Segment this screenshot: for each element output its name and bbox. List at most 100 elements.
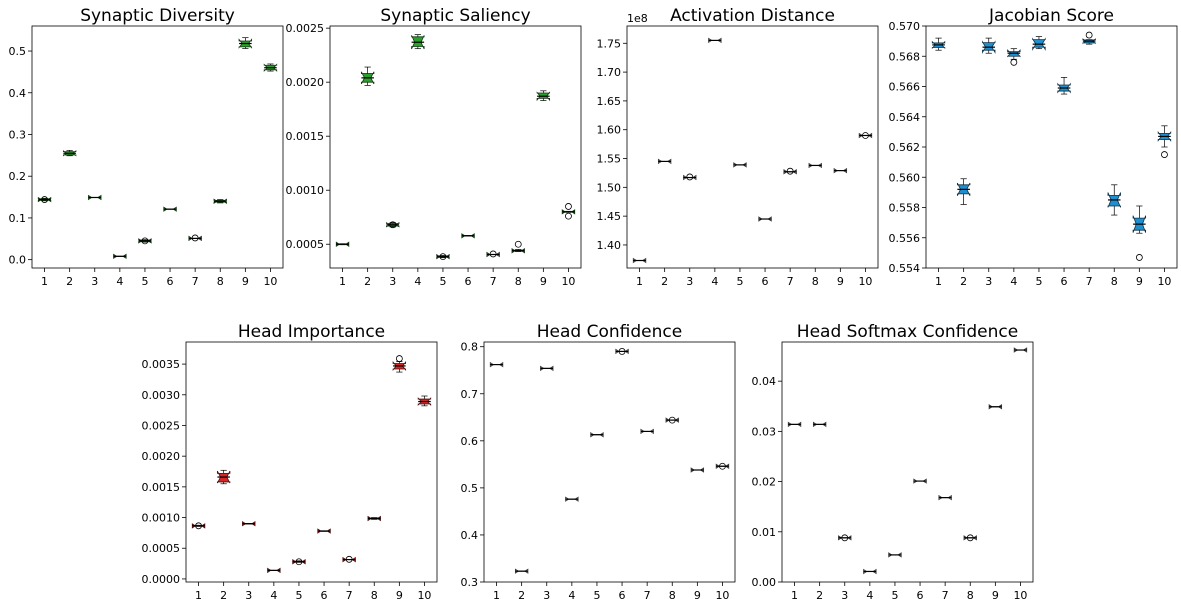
outlier-point bbox=[395, 355, 403, 362]
y-tick-label: 0.8 bbox=[461, 341, 479, 354]
axes-frame bbox=[626, 25, 879, 269]
x-tick-label: 2 bbox=[66, 275, 73, 288]
box-7 bbox=[640, 428, 654, 435]
outlier-point bbox=[719, 462, 726, 470]
chart-panel-2: Synaptic Saliency 0.0005 0.0010 0.0015 0.002… bbox=[286, 6, 582, 288]
x-tick-label: 2 bbox=[364, 275, 371, 288]
box-7 bbox=[342, 555, 356, 563]
y-tick-label: 0.5 bbox=[461, 482, 479, 495]
y-tick-label: 0.4 bbox=[461, 529, 479, 542]
x-tick-label: 9 bbox=[837, 275, 844, 288]
y-tick-label: 0.03 bbox=[752, 425, 777, 438]
box-8 bbox=[367, 515, 381, 522]
y-tick-label: 0.5 bbox=[9, 45, 27, 58]
x-tick-label: 7 bbox=[787, 275, 794, 288]
box-1 bbox=[37, 196, 52, 203]
x-tick-label: 7 bbox=[1086, 275, 1093, 288]
outlier-point bbox=[618, 348, 626, 355]
outlier-point bbox=[195, 522, 202, 530]
box-5 bbox=[733, 162, 747, 168]
box-6 bbox=[163, 206, 177, 212]
x-tick-label: 4 bbox=[711, 275, 718, 288]
x-tick-label: 4 bbox=[414, 275, 421, 288]
box-3 bbox=[540, 365, 554, 372]
x-tick-label: 8 bbox=[217, 275, 224, 288]
y-tick-label: 0.00 bbox=[752, 576, 777, 589]
x-tick-label: 4 bbox=[270, 589, 277, 599]
y-tick-label: 0.556 bbox=[889, 232, 921, 245]
x-tick-label: 4 bbox=[1010, 275, 1017, 288]
box-2 bbox=[956, 178, 971, 205]
y-tick-label: 0.0020 bbox=[286, 76, 325, 89]
x-tick-label: 5 bbox=[891, 589, 898, 599]
chart-title: Activation Distance bbox=[670, 6, 835, 26]
chart-title: Jacobian Score bbox=[988, 6, 1114, 26]
x-tick-label: 10 bbox=[858, 275, 872, 288]
chart-panel-3: Activation Distance 1e8 1.40 1.45 1.50 1.55 1.… bbox=[597, 6, 879, 288]
box-3 bbox=[242, 520, 256, 527]
box-5 bbox=[292, 558, 306, 566]
y-tick-label: 0.0025 bbox=[286, 22, 325, 35]
box-9 bbox=[238, 37, 253, 49]
x-tick-label: 4 bbox=[568, 589, 575, 599]
x-tick-label: 3 bbox=[841, 589, 848, 599]
x-tick-label: 8 bbox=[669, 589, 676, 599]
y-tick-label: 0.0000 bbox=[142, 573, 181, 586]
y-tick-label: 0.0030 bbox=[142, 389, 181, 402]
box-4 bbox=[411, 34, 425, 50]
box-8 bbox=[963, 534, 977, 542]
outlier-point bbox=[668, 416, 676, 424]
y-tick-label: 0.0 bbox=[9, 254, 27, 267]
x-tick-label: 6 bbox=[321, 589, 328, 599]
box-4 bbox=[1007, 48, 1021, 66]
y-tick-label: 0.02 bbox=[752, 476, 777, 489]
box-9 bbox=[536, 90, 551, 102]
x-tick-label: 5 bbox=[439, 275, 446, 288]
y-tick-label: 0.566 bbox=[889, 81, 921, 94]
box-10 bbox=[1013, 347, 1028, 353]
box-6 bbox=[913, 478, 927, 484]
box-5 bbox=[436, 253, 450, 261]
x-tick-label: 1 bbox=[493, 589, 500, 599]
box-4 bbox=[565, 496, 579, 502]
axes-frame bbox=[483, 341, 736, 583]
outlier-point bbox=[565, 212, 572, 220]
box-1 bbox=[489, 361, 504, 368]
chart-title: Head Softmax Confidence bbox=[797, 322, 1018, 342]
box-9 bbox=[1132, 205, 1147, 261]
box-4 bbox=[708, 37, 722, 44]
x-tick-label: 7 bbox=[192, 275, 199, 288]
y-tick-label: 0.04 bbox=[752, 375, 777, 388]
box-9 bbox=[690, 467, 705, 473]
x-tick-label: 9 bbox=[242, 275, 249, 288]
x-tick-label: 3 bbox=[91, 275, 98, 288]
box-1 bbox=[191, 522, 206, 530]
x-tick-label: 1 bbox=[41, 275, 48, 288]
chart-title: Head Confidence bbox=[537, 322, 682, 342]
axes-frame bbox=[185, 341, 438, 583]
y-tick-label: 0.7 bbox=[461, 388, 479, 401]
box-5 bbox=[590, 431, 604, 438]
x-tick-label: 10 bbox=[417, 589, 431, 599]
box-5 bbox=[1032, 36, 1046, 51]
x-tick-label: 8 bbox=[1111, 275, 1118, 288]
box-4 bbox=[267, 567, 281, 574]
x-tick-label: 6 bbox=[762, 275, 769, 288]
x-tick-label: 8 bbox=[371, 589, 378, 599]
outlier-point bbox=[841, 534, 849, 542]
box-6 bbox=[461, 233, 475, 239]
box-4 bbox=[863, 568, 877, 575]
outlier-point bbox=[1010, 58, 1018, 66]
box-7 bbox=[188, 234, 202, 242]
box-7 bbox=[486, 250, 500, 258]
y-tick-label: 0.0015 bbox=[286, 130, 325, 143]
outlier-point bbox=[439, 253, 447, 261]
x-tick-label: 7 bbox=[644, 589, 651, 599]
y-tick-label: 1.45 bbox=[597, 210, 622, 223]
x-tick-label: 2 bbox=[661, 275, 668, 288]
x-tick-label: 3 bbox=[985, 275, 992, 288]
y-tick-label: 0.554 bbox=[889, 262, 921, 275]
x-tick-label: 6 bbox=[465, 275, 472, 288]
x-tick-label: 3 bbox=[389, 275, 396, 288]
axes-frame bbox=[781, 341, 1034, 583]
